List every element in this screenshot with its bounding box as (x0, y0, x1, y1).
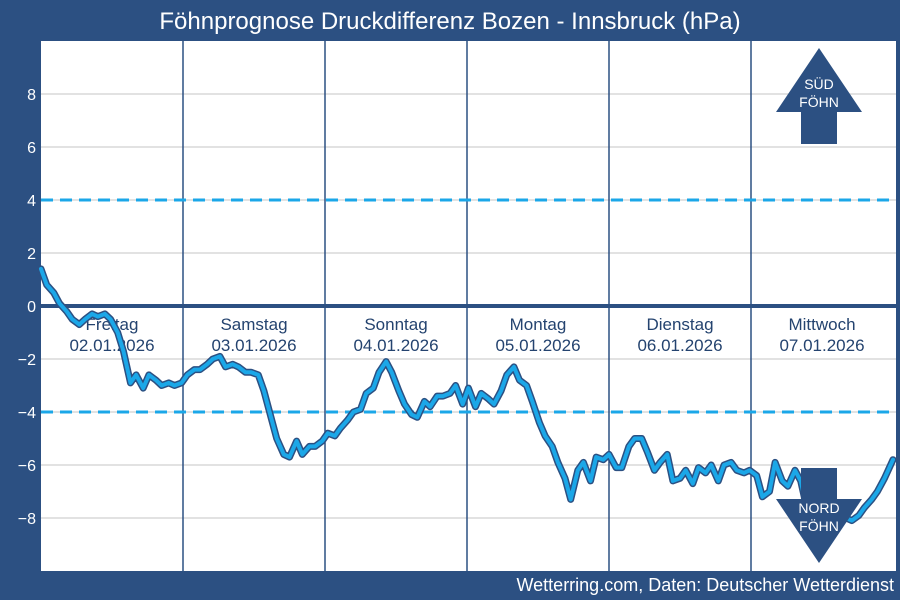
south-foehn-label: FÖHN (799, 93, 839, 110)
day-date-label: 05.01.2026 (495, 336, 580, 355)
day-date-label: 06.01.2026 (637, 336, 722, 355)
north-foehn-label: NORD (798, 500, 839, 516)
threshold-lines (41, 198, 896, 414)
y-tick-label: −6 (18, 458, 36, 475)
day-date-label: 02.01.2026 (69, 336, 154, 355)
y-tick-label: 4 (27, 193, 36, 210)
series-line (39, 266, 895, 523)
y-tick-label: 6 (27, 140, 36, 157)
day-date-label: 07.01.2026 (779, 336, 864, 355)
north-foehn-label: FÖHN (799, 517, 839, 534)
day-name-label: Mittwoch (788, 315, 855, 334)
chart-title: Föhnprognose Druckdifferenz Bozen - Inns… (159, 8, 740, 35)
y-tick-label: −8 (18, 511, 36, 528)
y-tick-label: 8 (27, 87, 36, 104)
day-name-label: Sonntag (364, 315, 427, 334)
y-tick-label: −2 (18, 352, 36, 369)
day-name-label: Montag (510, 315, 567, 334)
y-tick-label: −4 (18, 405, 36, 422)
north-foehn-arrow-icon (776, 468, 862, 563)
day-date-label: 03.01.2026 (211, 336, 296, 355)
y-tick-label: 0 (27, 299, 36, 316)
day-name-label: Dienstag (646, 315, 713, 334)
y-tick-label: 2 (27, 246, 36, 263)
day-date-label: 04.01.2026 (353, 336, 438, 355)
day-name-label: Samstag (220, 315, 287, 334)
south-foehn-label: SÜD (804, 75, 834, 92)
series-layer (37, 265, 897, 525)
south-foehn-arrow-icon (776, 48, 862, 144)
day-labels: Freitag02.01.2026Samstag03.01.2026Sonnta… (69, 315, 864, 355)
y-axis-ticks: 8 6 4 2 0 −2 −4 −6 −8 (18, 87, 36, 528)
source-credit: Wetterring.com, Daten: Deutscher Wetterd… (517, 575, 895, 595)
